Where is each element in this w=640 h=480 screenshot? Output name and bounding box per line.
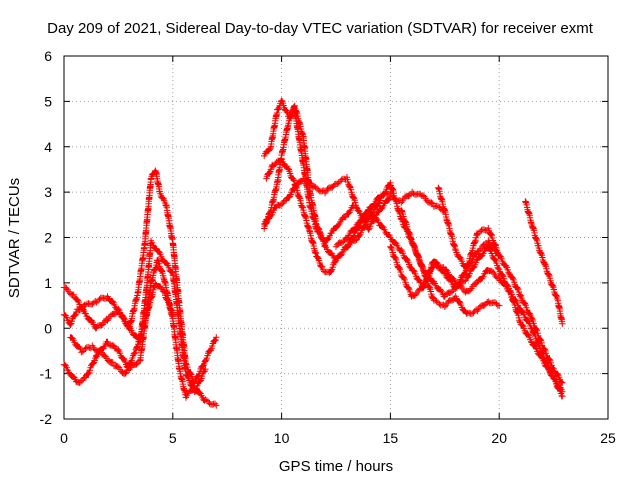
x-tick-labels: 0 5 10 15 20 25 — [60, 430, 616, 446]
data-series — [60, 97, 566, 409]
axis-ticks — [63, 55, 609, 420]
y-tick-label: -2 — [40, 411, 53, 427]
y-tick-labels: -2 -1 0 1 2 3 4 5 6 — [40, 48, 53, 427]
series-track-13 — [522, 198, 566, 327]
x-tick-label: 10 — [274, 430, 290, 446]
series-markers — [60, 257, 220, 409]
series-markers — [522, 198, 566, 327]
series-markers — [60, 167, 220, 387]
x-tick-label: 5 — [169, 430, 177, 446]
y-tick-label: 5 — [44, 93, 52, 109]
series-markers — [435, 184, 503, 272]
series-track-2 — [60, 167, 220, 387]
y-tick-label: 2 — [44, 230, 52, 246]
y-tick-label: 3 — [44, 184, 52, 200]
y-axis-label: SDTVAR / TECUs — [6, 178, 23, 298]
y-tick-label: 1 — [44, 275, 52, 291]
y-tick-label: 0 — [44, 320, 52, 336]
series-track-12 — [435, 184, 503, 272]
series-markers — [398, 207, 503, 317]
series-markers — [261, 174, 448, 233]
x-tick-label: 15 — [383, 430, 399, 446]
x-tick-label: 25 — [600, 430, 616, 446]
y-tick-label: -1 — [40, 366, 53, 382]
y-tick-label: 4 — [44, 139, 52, 155]
series-track-4 — [67, 280, 176, 377]
x-tick-label: 0 — [60, 430, 68, 446]
x-axis-label: GPS time / hours — [279, 458, 393, 475]
series-track-8 — [261, 174, 448, 233]
series-track-11 — [398, 207, 503, 317]
chart-title: Day 209 of 2021, Sidereal Day-to-day VTE… — [47, 20, 594, 37]
y-tick-label: 6 — [44, 48, 52, 64]
series-track-1 — [60, 257, 220, 409]
series-markers — [67, 280, 176, 377]
x-tick-label: 20 — [491, 430, 507, 446]
grid-lines — [64, 56, 608, 419]
